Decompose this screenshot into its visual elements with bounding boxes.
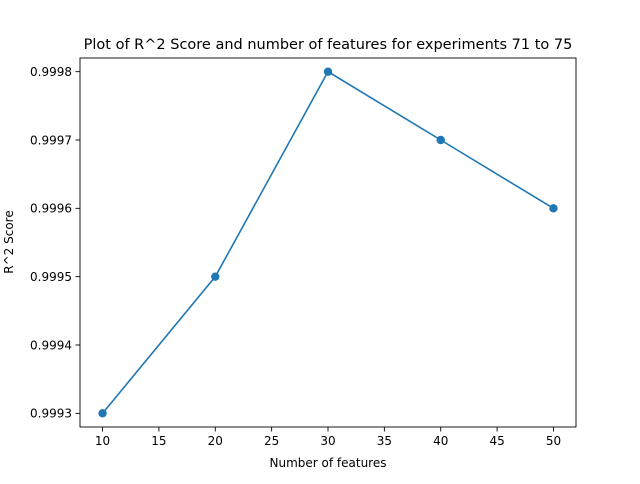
axes-frame bbox=[79, 57, 577, 428]
data-point bbox=[323, 67, 333, 76]
plot-area: 10 15 20 25 30 35 40 45 50 0.9993 0.9994 0.9995 0.99… bbox=[30, 57, 577, 448]
y-axis-label: R^2 Score bbox=[2, 210, 16, 273]
y-tick-label: 0.9996 bbox=[30, 202, 72, 216]
x-axis-label: Number of features bbox=[270, 456, 387, 470]
chart-title: Plot of R^2 Score and number of features… bbox=[84, 37, 573, 53]
data-point bbox=[436, 135, 445, 145]
x-tick-label: 15 bbox=[151, 434, 166, 448]
y-tick-label: 0.9993 bbox=[30, 407, 72, 421]
x-tick-label: 25 bbox=[264, 434, 279, 448]
x-tick-label: 40 bbox=[433, 434, 448, 448]
x-tick-label: 10 bbox=[95, 434, 110, 448]
x-tick-label: 45 bbox=[489, 434, 504, 448]
y-tick-label: 0.9998 bbox=[30, 65, 72, 79]
x-tick-label: 30 bbox=[320, 434, 335, 448]
x-tick-label: 50 bbox=[546, 434, 561, 448]
data-point bbox=[549, 204, 558, 213]
y-tick-label: 0.9995 bbox=[30, 270, 72, 284]
y-tick-label: 0.9994 bbox=[30, 338, 72, 352]
x-tick-label: 35 bbox=[377, 434, 392, 448]
y-tick-label: 0.9997 bbox=[30, 133, 72, 147]
x-tick-label: 20 bbox=[208, 434, 223, 448]
data-point bbox=[98, 409, 107, 418]
data-point bbox=[211, 272, 220, 281]
